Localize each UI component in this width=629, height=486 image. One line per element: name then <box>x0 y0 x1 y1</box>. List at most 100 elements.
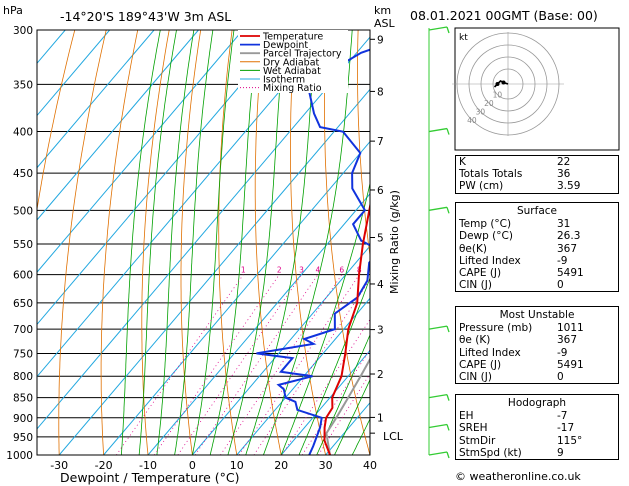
hodograph-unit-label: kt <box>459 33 468 43</box>
parcel-trajectory-line <box>325 357 370 455</box>
legend-entry: Mixing Ratio <box>263 83 322 94</box>
temperature-tick-label: -20 <box>95 459 113 472</box>
dry-adiabat-line <box>180 30 202 455</box>
mixing-ratio-lines <box>115 274 370 455</box>
wind-barb-flag <box>446 424 450 431</box>
height-km-label: 5 <box>377 232 384 244</box>
temperature-line <box>323 201 370 455</box>
isotherm-line <box>192 245 370 455</box>
hodograph-point <box>495 82 500 86</box>
most-unstable-row: Lifted Index -9 <box>459 346 568 359</box>
wind-barb-flag <box>446 128 450 135</box>
mixing-ratio-labels: 1 2 3 4 6 8 10 15 20 25 <box>241 266 439 275</box>
wind-barb <box>428 26 448 31</box>
pressure-tick-label: 800 <box>13 371 33 383</box>
indices-row-totals: Totals Totals 36 <box>459 168 571 181</box>
copyright-label: © weatheronline.co.uk <box>455 470 581 483</box>
height-km-label: 2 <box>377 369 384 381</box>
most-unstable-row: θe (K) 367 <box>459 334 578 347</box>
height-km-label: 8 <box>377 86 384 98</box>
mixing-ratio-label: 6 <box>339 266 344 275</box>
temperature-tick-label: 40 <box>363 459 377 472</box>
wet-adiabat-line <box>280 181 370 455</box>
mixing-ratio-label: 20 <box>414 266 424 275</box>
temperature-tick-label: 0 <box>189 459 196 472</box>
wet-adiabat-line <box>138 30 177 455</box>
isotherm-line <box>37 30 155 169</box>
hodograph-row: SREH -17 <box>459 422 575 435</box>
wet-adiabat-line <box>334 378 370 455</box>
wet-adiabat-line <box>192 30 235 455</box>
hodograph-table: Hodograph EH -7 SREH -17 StmDir 115° StmSpd… <box>455 394 619 461</box>
mixing-ratio-label: 25 <box>429 266 439 275</box>
height-km-label: 4 <box>377 279 384 291</box>
dry-adiabat-line <box>141 30 170 455</box>
wind-barbs <box>428 26 450 459</box>
legend-entry: Isotherm <box>263 75 305 86</box>
pressure-tick-label: 600 <box>13 270 33 282</box>
surface-row: Lifted Index -9 <box>459 254 568 267</box>
pressure-tick-label: 750 <box>13 348 33 360</box>
temperature-tick-label: -30 <box>50 459 68 472</box>
wind-barb <box>428 127 448 133</box>
dry-adiabat-lines <box>37 30 370 455</box>
wet-adiabat-line <box>245 30 317 455</box>
hodograph-ring-label: 30 <box>476 108 486 117</box>
height-km-label: 3 <box>377 325 384 337</box>
temperature-tick-labels: -30 -20 -10 0 10 20 30 40 <box>50 459 377 472</box>
pressure-tick-label: 700 <box>13 324 33 336</box>
dry-adiabat-line <box>254 30 282 455</box>
pressure-tick-label: 1000 <box>6 450 33 462</box>
hodograph-point <box>501 80 506 85</box>
legend-entry: Temperature <box>262 32 323 43</box>
profile-series <box>256 48 370 455</box>
wet-adiabat-line <box>227 30 286 455</box>
pressure-tick-label: 450 <box>13 168 33 180</box>
most-unstable-title: Most Unstable <box>499 309 575 321</box>
wind-barb-flag <box>446 26 450 34</box>
pressure-tick-label: 350 <box>13 79 33 91</box>
wind-barb <box>428 206 448 211</box>
temperature-tick-label: 30 <box>319 459 333 472</box>
surface-table: Surface Temp (°C) 31 Dewp (°C) 26.3 θe(K) 3… <box>455 202 619 293</box>
wind-barb-flag <box>446 394 450 401</box>
wet-adiabat-line <box>174 30 214 455</box>
wind-barb-flag <box>446 325 450 333</box>
hodograph-frame <box>454 27 620 151</box>
wet-adiabat-line <box>121 30 161 455</box>
hodograph-row: StmSpd (kt) 9 <box>459 446 564 459</box>
most-unstable-row: CIN (J) 0 <box>459 371 564 384</box>
hodograph-ring-label: 20 <box>484 99 494 108</box>
pressure-tick-label: 400 <box>13 127 33 139</box>
wet-adiabat-line <box>298 276 370 455</box>
hodograph-row: EH -7 <box>459 410 568 423</box>
pressure-tick-label: 650 <box>13 298 33 310</box>
wet-adiabat-line <box>263 30 353 455</box>
legend-entry: Dewpoint <box>263 40 308 51</box>
temperature-tick-label: -10 <box>139 459 157 472</box>
surface-row: Temp (°C) 31 <box>459 218 571 231</box>
dry-adiabat-line <box>58 30 107 455</box>
dewpoint-line <box>256 48 370 455</box>
surface-row: θe(K) 367 <box>459 242 578 255</box>
isotherm-line <box>280 349 370 455</box>
pressure-tick-label: 300 <box>13 25 33 37</box>
isotherm-line <box>37 30 244 273</box>
dry-adiabat-line <box>357 30 370 258</box>
location-title: -14°20'S 189°43'W 3m ASL <box>60 9 231 24</box>
temperature-tick-label: 10 <box>230 459 244 472</box>
plot-frame <box>36 29 371 456</box>
mixing-ratio-line <box>253 278 370 455</box>
x-axis-label: Dewpoint / Temperature (°C) <box>60 470 239 485</box>
mixing-ratio-axis-label: Mixing Ratio (g/kg) <box>388 190 401 294</box>
height-km-label: 7 <box>377 136 384 148</box>
isotherm-line <box>236 297 370 455</box>
mixing-ratio-line <box>318 373 370 455</box>
indices-row-pw: PW (cm) 3.59 <box>459 180 581 193</box>
asl-label: ASL <box>374 17 396 30</box>
lcl-label: LCL <box>383 430 404 443</box>
surface-row: CIN (J) 0 <box>459 279 564 292</box>
hodograph-ring-label: 40 <box>467 116 477 125</box>
